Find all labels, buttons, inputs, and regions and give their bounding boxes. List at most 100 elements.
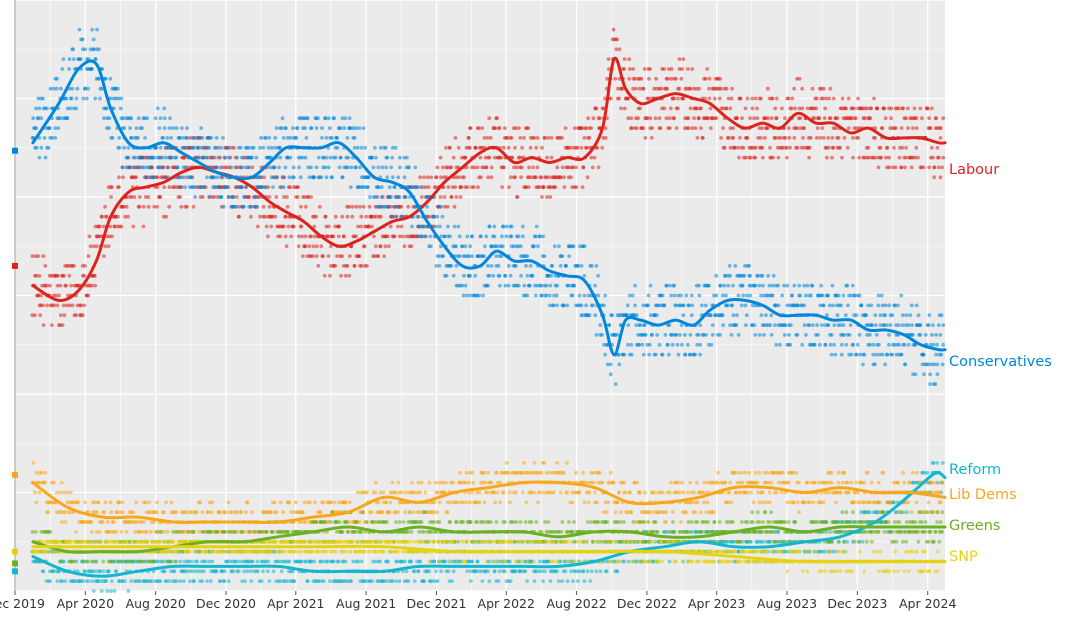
poll-point	[790, 96, 795, 101]
poll-point	[67, 273, 72, 278]
poll-point	[415, 214, 420, 219]
poll-point	[345, 214, 350, 219]
poll-point	[492, 224, 497, 229]
poll-point	[331, 559, 336, 564]
poll-point	[460, 244, 464, 249]
poll-point	[582, 293, 587, 298]
poll-point	[311, 244, 316, 249]
poll-point	[381, 490, 386, 495]
poll-point	[398, 155, 402, 160]
poll-point	[62, 313, 67, 318]
poll-point	[321, 500, 325, 505]
poll-point	[274, 195, 279, 199]
poll-point	[934, 352, 938, 357]
poll-point	[312, 234, 317, 239]
poll-point	[347, 204, 351, 209]
poll-point	[377, 185, 381, 190]
poll-point	[322, 273, 327, 278]
poll-point	[434, 224, 439, 229]
poll-point	[582, 273, 587, 278]
poll-point	[519, 175, 523, 180]
poll-point	[152, 155, 156, 160]
poll-point	[607, 323, 612, 327]
poll-point	[692, 116, 696, 121]
poll-point	[116, 214, 120, 219]
poll-point	[705, 67, 709, 71]
poll-point	[142, 520, 146, 524]
poll-point	[202, 185, 207, 190]
poll-point	[645, 116, 650, 121]
poll-point	[586, 116, 591, 121]
poll-point	[827, 116, 832, 121]
poll-point	[131, 165, 135, 170]
poll-point	[41, 96, 45, 101]
poll-point	[303, 204, 308, 209]
poll-point	[878, 145, 883, 150]
poll-point	[659, 86, 663, 91]
poll-point	[475, 559, 480, 564]
poll-point	[83, 569, 87, 574]
poll-point	[117, 136, 122, 140]
poll-point	[707, 283, 711, 288]
poll-point	[703, 76, 708, 81]
poll-point	[324, 175, 329, 180]
poll-point	[661, 490, 665, 495]
poll-point	[626, 342, 630, 347]
poll-point	[30, 313, 35, 318]
poll-point	[451, 569, 456, 574]
poll-point	[486, 569, 491, 574]
poll-point	[400, 234, 405, 239]
poll-point	[900, 323, 905, 327]
poll-point	[463, 480, 468, 485]
poll-point	[831, 145, 836, 150]
poll-point	[58, 116, 63, 121]
poll-point	[491, 273, 496, 278]
poll-point	[885, 352, 889, 357]
poll-point	[868, 333, 872, 337]
poll-point	[832, 342, 836, 347]
poll-point	[336, 559, 341, 564]
poll-point	[893, 126, 898, 130]
poll-point	[396, 175, 401, 180]
poll-point	[527, 283, 531, 288]
poll-point	[520, 490, 525, 495]
poll-point	[579, 126, 584, 130]
poll-point	[472, 185, 476, 190]
poll-point	[726, 283, 731, 288]
poll-point	[58, 283, 63, 288]
poll-point	[664, 520, 668, 524]
poll-point	[495, 116, 499, 121]
poll-point	[594, 106, 599, 111]
poll-point	[86, 254, 91, 258]
poll-point	[624, 490, 628, 495]
poll-point	[385, 559, 390, 564]
poll-point	[390, 145, 395, 150]
poll-point	[497, 273, 502, 278]
poll-point	[831, 96, 836, 101]
poll-point	[454, 244, 458, 249]
poll-point	[291, 126, 295, 130]
poll-point	[672, 283, 677, 288]
poll-point	[115, 510, 120, 515]
poll-point	[653, 116, 658, 121]
poll-point	[172, 569, 177, 574]
poll-point	[201, 569, 206, 574]
poll-point	[205, 175, 210, 180]
poll-point	[49, 323, 54, 327]
poll-point	[690, 126, 695, 130]
poll-point	[598, 323, 603, 327]
poll-point	[74, 530, 78, 534]
poll-point	[530, 273, 535, 278]
poll-point	[112, 224, 117, 229]
poll-point	[541, 579, 545, 583]
poll-point	[481, 293, 485, 298]
poll-point	[941, 155, 946, 160]
poll-point	[726, 96, 731, 101]
poll-point	[782, 283, 786, 288]
poll-point	[611, 480, 616, 485]
poll-point	[63, 520, 68, 524]
poll-point	[201, 155, 206, 160]
poll-point	[710, 323, 715, 327]
poll-point	[838, 145, 843, 150]
poll-point	[384, 145, 388, 150]
